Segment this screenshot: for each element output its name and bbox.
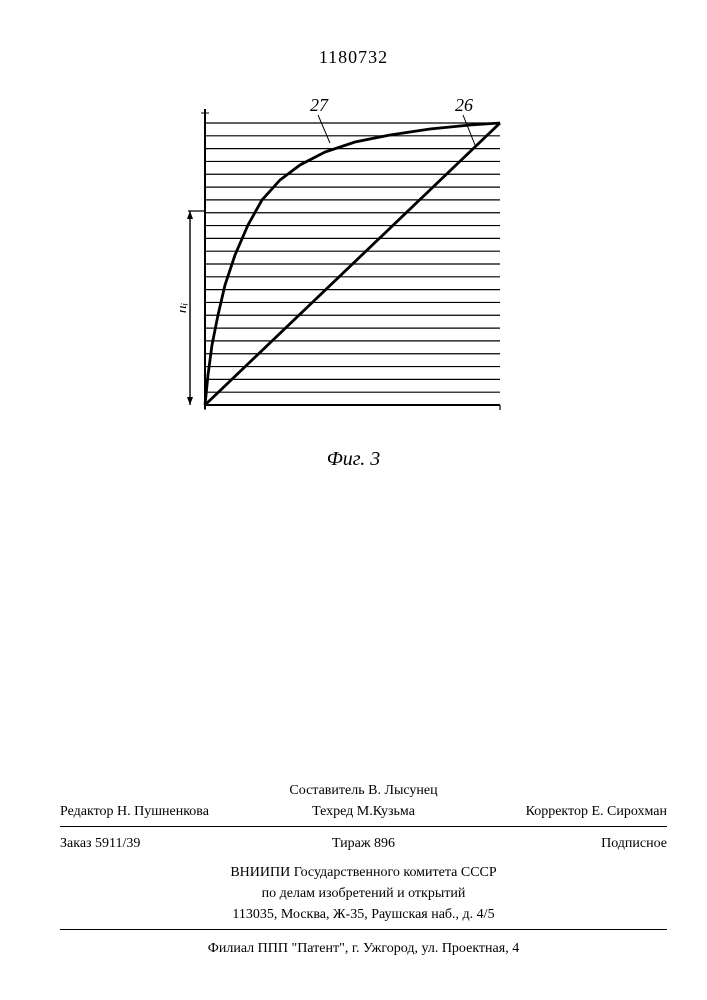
svg-text:26: 26 [455,95,473,115]
colophon-footer: Составитель В. Лысунец Редактор Н. Пушне… [60,780,667,959]
techred-text: Техред М.Кузьма [262,801,464,822]
corrector-text: Корректор Е. Сирохман [465,801,667,822]
editor-text: Редактор Н. Пушненкова [60,801,262,822]
tirage-text: Тираж 896 [262,833,464,854]
figure-caption: Фиг. 3 [0,448,707,471]
org-line2: по делам изобретений и открытий [60,883,667,904]
divider [60,826,667,827]
page: 1180732 27 26 hᵢ Фиг. 3 Составитель В. Лыс… [0,0,707,1000]
branch-text: Филиал ППП "Патент", г. Ужгород, ул. Про… [60,938,667,959]
subscription-text: Подписное [465,833,667,854]
svg-text:27: 27 [310,95,329,115]
compiler-text: Составитель В. Лысунец [60,780,667,801]
svg-text:hᵢ: hᵢ [180,303,190,314]
org-line3: 113035, Москва, Ж-35, Раушская наб., д. … [60,904,667,925]
figure-chart: 27 26 hᵢ [180,95,520,435]
order-text: Заказ 5911/39 [60,833,262,854]
divider [60,929,667,930]
document-number: 1180732 [0,47,707,68]
org-line1: ВНИИПИ Государственного комитета СССР [60,862,667,883]
